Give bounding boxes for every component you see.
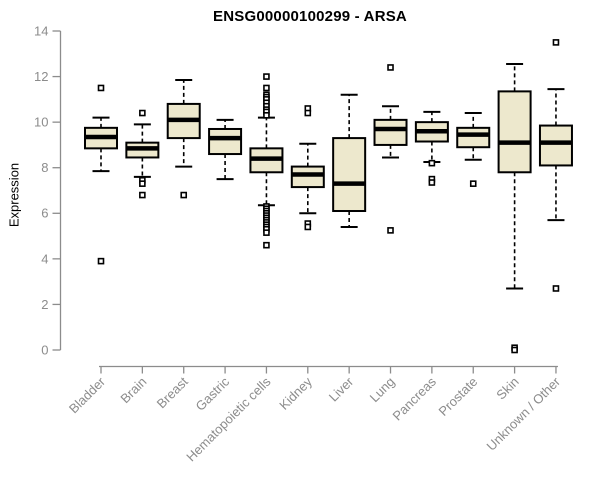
y-tick-label: 10 <box>34 115 48 130</box>
outlier-point <box>304 109 312 117</box>
outlier-point <box>387 227 394 234</box>
outlier-point <box>139 180 146 187</box>
y-tick-label: 0 <box>41 342 48 357</box>
y-tick-label: 8 <box>41 160 48 175</box>
outlier-point <box>469 180 477 187</box>
outlier-point <box>428 179 436 186</box>
outlier-point <box>263 84 270 92</box>
x-tick-label: Bladder <box>66 374 109 417</box>
x-tick-label: Breast <box>154 374 191 411</box>
x-tick-label: Skin <box>493 374 521 402</box>
outlier-point <box>428 159 436 167</box>
outlier-point <box>511 346 518 354</box>
x-tick-label: Prostate <box>436 374 481 419</box>
iqr-box <box>538 124 573 167</box>
outlier-point <box>552 39 560 46</box>
outlier-point <box>263 112 270 119</box>
y-tick-label: 2 <box>41 297 48 312</box>
x-tick-label: Kidney <box>276 374 315 413</box>
y-tick-label: 6 <box>41 206 48 221</box>
iqr-box <box>497 90 532 174</box>
outlier-point <box>263 73 270 80</box>
x-tick-label: Gastric <box>192 374 232 414</box>
outlier-point <box>139 191 146 199</box>
x-tick-label: Pancreas <box>390 374 440 424</box>
outlier-point <box>139 109 146 117</box>
outlier-point <box>304 223 312 231</box>
outlier-point <box>387 64 394 71</box>
x-tick-label: Lung <box>367 374 398 405</box>
outlier-point <box>263 241 270 249</box>
iqr-box <box>208 127 243 156</box>
iqr-box <box>373 118 408 146</box>
iqr-box <box>456 126 491 149</box>
outlier-point <box>263 229 270 236</box>
outlier-point <box>97 257 105 265</box>
x-tick-label: Brain <box>117 374 149 406</box>
outlier-point <box>552 285 560 292</box>
y-tick-label: 14 <box>34 23 48 38</box>
y-tick-label: 12 <box>34 69 48 84</box>
chart-title: ENSG00000100299 - ARSA <box>213 8 407 25</box>
outlier-point <box>180 191 188 199</box>
x-tick-label: Liver <box>326 374 357 405</box>
y-tick-label: 4 <box>41 251 48 266</box>
x-tick-label: Unknown / Other <box>483 374 563 454</box>
iqr-box <box>332 137 367 213</box>
outlier-point <box>97 84 105 92</box>
iqr-box <box>290 165 325 189</box>
